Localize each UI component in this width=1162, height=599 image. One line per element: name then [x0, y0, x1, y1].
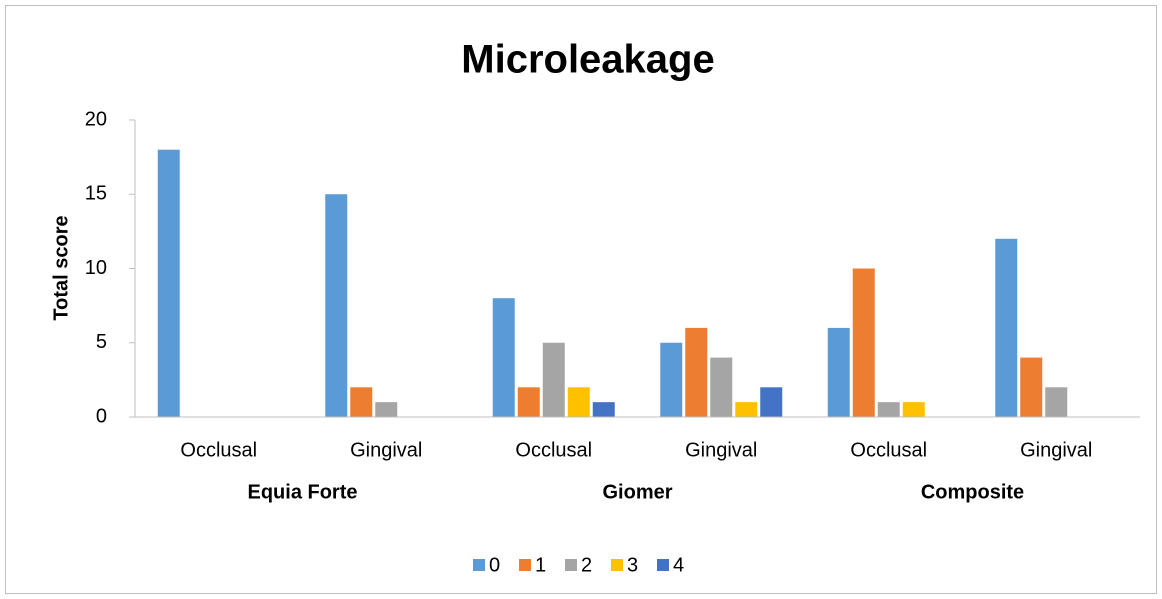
bar	[350, 387, 373, 417]
bar	[325, 194, 348, 417]
legend-swatch	[473, 559, 485, 571]
y-tick-label: 20	[85, 108, 107, 130]
y-tick-label: 10	[85, 257, 107, 279]
bar	[685, 327, 708, 417]
group-label: Giomer	[602, 481, 672, 503]
x-tick-label: Occlusal	[515, 439, 592, 461]
legend-swatch	[657, 559, 669, 571]
bar	[492, 298, 515, 417]
y-tick-label: 15	[85, 183, 107, 205]
bar	[827, 327, 850, 417]
y-tick-label: 0	[96, 405, 107, 427]
bar	[517, 387, 540, 417]
bar	[157, 149, 180, 417]
x-tick-label: Gingival	[350, 439, 422, 461]
y-tick-label: 5	[96, 331, 107, 353]
legend-swatch	[519, 559, 531, 571]
x-tick-label: Occlusal	[850, 439, 927, 461]
bar	[877, 402, 900, 417]
bar	[660, 342, 683, 417]
bar	[592, 402, 615, 417]
x-tick-label: Gingival	[1020, 439, 1092, 461]
bar	[567, 387, 590, 417]
bar	[852, 268, 875, 417]
legend-label: 2	[581, 554, 592, 576]
bar	[1045, 387, 1068, 417]
bar	[760, 387, 783, 417]
bar	[735, 402, 758, 417]
x-tick-label: Occlusal	[180, 439, 257, 461]
bar	[902, 402, 925, 417]
legend-label: 1	[535, 554, 546, 576]
y-axis-label: Total score	[50, 215, 72, 320]
bar	[375, 402, 398, 417]
legend-swatch	[565, 559, 577, 571]
group-label: Composite	[921, 481, 1024, 503]
legend-label: 4	[673, 554, 684, 576]
bar	[710, 357, 733, 417]
legend-label: 3	[627, 554, 638, 576]
legend-label: 0	[489, 554, 500, 576]
bar	[542, 342, 565, 417]
bar	[1020, 357, 1043, 417]
chart-title: Microleakage	[461, 38, 714, 82]
group-label: Equia Forte	[247, 481, 357, 503]
x-tick-label: Gingival	[685, 439, 757, 461]
bar	[995, 238, 1018, 417]
legend-swatch	[611, 559, 623, 571]
chart-frame	[5, 5, 1157, 594]
